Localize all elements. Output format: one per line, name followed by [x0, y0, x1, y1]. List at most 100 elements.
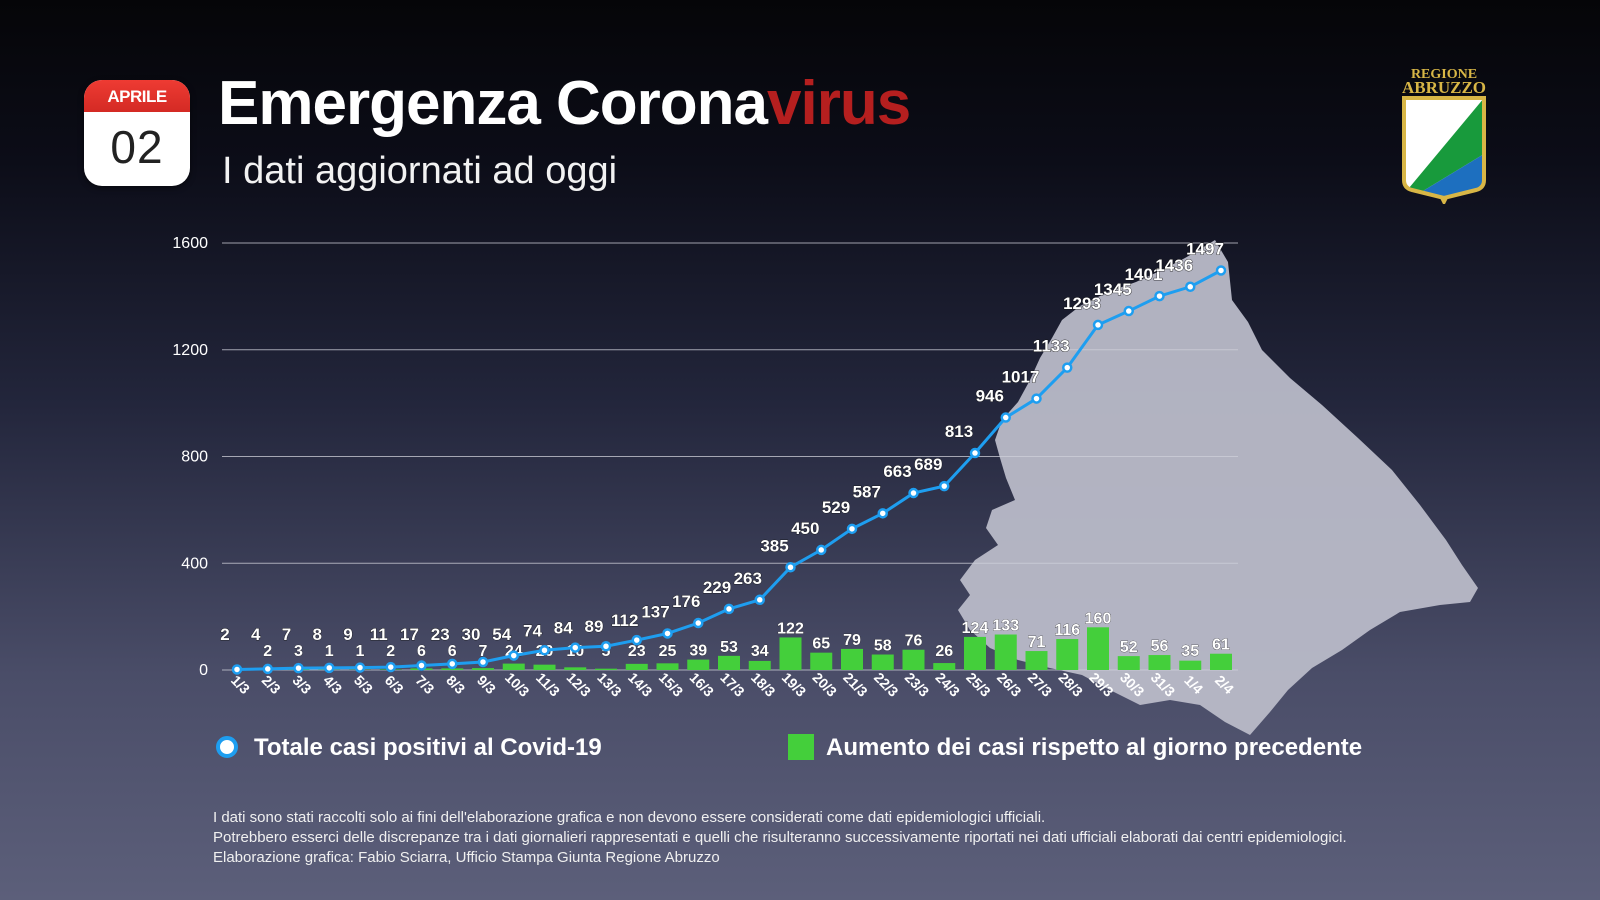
x-tick-label: 11/3 — [533, 669, 563, 699]
x-tick-label: 2/3 — [259, 672, 284, 697]
line-point — [939, 480, 950, 492]
line-point — [354, 662, 366, 673]
bar — [441, 668, 464, 670]
bar-data-label: 23 — [628, 643, 646, 660]
line-data-label: 8 — [313, 625, 322, 644]
line-point — [846, 523, 858, 535]
bar-data-label: 7 — [479, 643, 488, 660]
line-data-label: 1293 — [1063, 294, 1101, 313]
x-tick-label: 23/3 — [902, 669, 933, 700]
line-point — [693, 617, 704, 629]
footnote-2: Potrebbero esserci delle discrepanze tra… — [213, 829, 1347, 846]
line-data-label: 663 — [883, 462, 911, 481]
bar-data-label: 2 — [263, 643, 272, 660]
bar — [1087, 627, 1109, 670]
line-point — [631, 634, 642, 646]
bar — [994, 634, 1017, 670]
line-data-label: 7 — [282, 625, 291, 644]
line-data-label: 23 — [431, 625, 450, 644]
line-data-label: 9 — [343, 625, 352, 644]
bar — [595, 668, 617, 670]
bar — [810, 652, 833, 670]
bar-data-label: 53 — [720, 639, 738, 656]
line-point — [662, 628, 673, 639]
bar-data-label: 39 — [689, 643, 707, 660]
x-tick-label: 6/3 — [382, 672, 407, 697]
x-tick-label: 19/3 — [779, 669, 810, 700]
line-data-label: 84 — [554, 619, 573, 638]
line-point — [1123, 305, 1134, 317]
y-tick-label: 1600 — [172, 235, 208, 252]
logo-text: REGIONE ABRUZZO — [1398, 67, 1490, 97]
y-tick-label: 800 — [181, 449, 208, 466]
x-tick-label: 7/3 — [412, 672, 437, 697]
bar — [871, 654, 894, 670]
calendar-day: 02 — [110, 121, 164, 173]
x-tick-label: 13/3 — [594, 669, 625, 700]
line-point — [1000, 412, 1011, 423]
bar-data-label: 160 — [1085, 610, 1112, 627]
x-tick-label: 17/3 — [717, 669, 748, 700]
x-tick-label: 3/3 — [289, 672, 314, 697]
bar-data-label: 6 — [448, 643, 457, 660]
line-point — [508, 650, 519, 661]
x-tick-label: 5/3 — [351, 672, 376, 697]
bar-data-label: 56 — [1151, 638, 1169, 655]
bar — [933, 663, 956, 670]
bar-data-label: 61 — [1212, 637, 1230, 654]
footnote-1: I dati sono stati raccolti solo ai fini … — [213, 809, 1046, 826]
bar — [718, 655, 740, 670]
calendar-icon: APRILE 02 — [84, 80, 190, 186]
bar-data-label: 116 — [1054, 622, 1080, 639]
line-point — [539, 645, 550, 656]
line-series — [231, 265, 1227, 675]
bar — [1117, 656, 1140, 670]
region-logo: REGIONE ABRUZZO — [1398, 67, 1490, 206]
line-point — [1092, 319, 1104, 331]
line-point — [447, 658, 458, 670]
bar-data-label: 6 — [417, 643, 426, 660]
legend-line: Totale casi positivi al Covid-19 — [216, 734, 602, 762]
x-tick-label: 25/3 — [963, 669, 994, 700]
footnote-3: Elaborazione grafica: Fabio Sciarra, Uff… — [213, 849, 720, 866]
line-data-label: 385 — [760, 536, 788, 555]
bar-data-label: 79 — [843, 632, 861, 649]
line-data-label: 137 — [641, 602, 669, 621]
line-data-label: 30 — [462, 625, 481, 644]
bar — [779, 637, 802, 670]
bar-series — [256, 627, 1232, 670]
bar-data-label: 1 — [325, 643, 334, 660]
line-point — [816, 544, 827, 556]
bar — [502, 663, 525, 670]
line-point — [477, 656, 489, 668]
bar-data-label: 133 — [992, 618, 1019, 635]
legend-bar: Aumento dei casi rispetto al giorno prec… — [788, 734, 1362, 762]
bar — [1210, 653, 1232, 670]
x-tick-label: 8/3 — [443, 672, 468, 697]
bar — [625, 663, 648, 670]
line-data-label: 74 — [523, 621, 542, 640]
x-tick-label: 22/3 — [871, 669, 902, 700]
line-data-label: 263 — [734, 569, 762, 588]
title-accent: virus — [767, 69, 911, 138]
line-point — [385, 661, 396, 673]
logo-line1: REGIONE — [1410, 67, 1478, 82]
legend-bar-marker — [788, 734, 814, 760]
line-data-label: 689 — [914, 455, 942, 474]
bar — [564, 667, 587, 670]
bar — [1025, 651, 1048, 670]
line-data-label: 17 — [400, 625, 419, 644]
bar — [656, 663, 679, 670]
y-tick-label: 400 — [181, 555, 208, 572]
bar-data-label: 34 — [751, 643, 769, 660]
y-axis: 0 400 800 1200 1600 — [172, 235, 208, 679]
line-point — [324, 662, 335, 674]
line-data-label: 813 — [945, 422, 973, 441]
bar — [533, 664, 556, 670]
line-data-label: 112 — [611, 611, 638, 630]
line-data-label: 1497 — [1186, 239, 1224, 258]
x-tick-label: 15/3 — [656, 669, 687, 700]
x-tick-label: 14/3 — [625, 669, 656, 700]
line-data-label: 229 — [703, 578, 731, 597]
line-point — [877, 508, 888, 519]
